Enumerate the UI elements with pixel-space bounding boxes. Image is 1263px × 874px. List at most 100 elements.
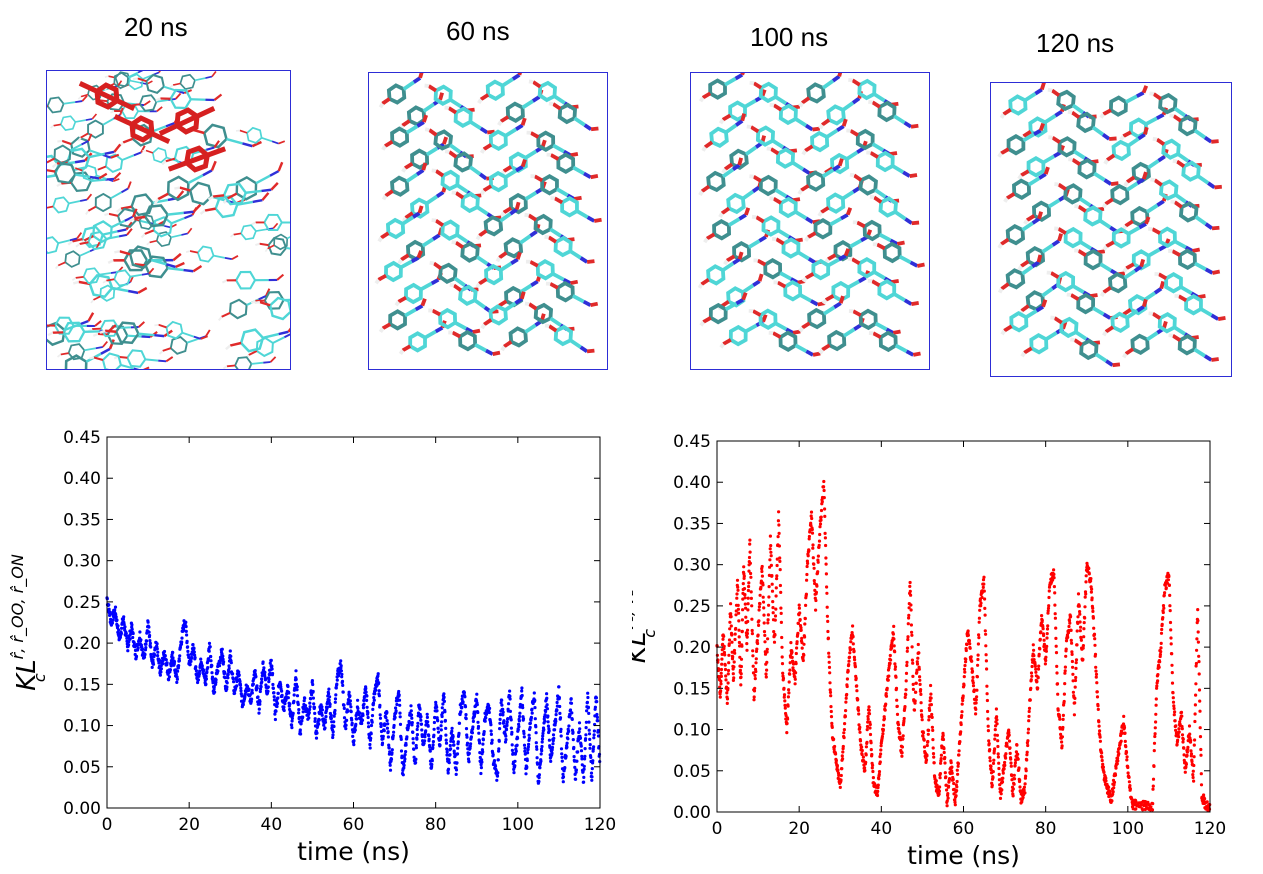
data-point	[777, 544, 781, 548]
data-point	[1074, 658, 1079, 662]
data-point	[807, 549, 811, 553]
data-point	[757, 623, 761, 627]
data-point	[887, 674, 891, 678]
data-point	[593, 705, 598, 709]
data-point	[865, 728, 869, 732]
data-point	[1045, 632, 1049, 636]
data-point	[1171, 696, 1175, 700]
data-point	[337, 674, 341, 678]
data-point	[1078, 610, 1082, 614]
data-point	[822, 488, 826, 493]
data-point	[748, 561, 752, 565]
data-point	[545, 692, 549, 696]
data-point	[398, 703, 402, 707]
data-point	[272, 691, 276, 695]
data-point	[956, 772, 960, 776]
kl-chart-right: 0.000.050.100.150.200.250.300.350.400.45…	[632, 432, 1226, 870]
x-axis-label: time (ns)	[907, 841, 1020, 870]
data-point	[944, 775, 948, 779]
data-point	[323, 720, 328, 724]
data-point	[727, 653, 731, 657]
data-point	[257, 711, 261, 715]
data-point	[768, 547, 772, 551]
data-point	[1034, 667, 1038, 671]
x-tick-label: 20	[178, 815, 200, 835]
data-point	[410, 721, 414, 725]
data-point	[385, 711, 389, 715]
data-point	[1010, 774, 1014, 778]
data-point	[505, 723, 509, 728]
data-point	[537, 773, 542, 777]
data-point	[1187, 724, 1192, 728]
data-point	[172, 660, 177, 664]
data-point	[739, 683, 743, 687]
data-point	[231, 672, 235, 676]
data-point	[903, 705, 907, 709]
data-point	[791, 659, 795, 663]
data-point	[775, 557, 779, 561]
data-point	[824, 543, 828, 548]
data-point	[839, 778, 843, 782]
data-point	[462, 691, 466, 695]
data-point	[148, 639, 152, 643]
data-point	[469, 735, 473, 739]
data-point	[579, 749, 584, 753]
data-point	[432, 720, 436, 725]
data-point	[395, 702, 399, 707]
data-point	[1168, 620, 1173, 625]
data-point	[905, 663, 909, 668]
x-tick-label: 120	[1194, 819, 1226, 839]
data-point	[794, 651, 798, 656]
data-point	[167, 678, 171, 682]
data-point	[927, 718, 931, 722]
data-point	[382, 729, 386, 733]
data-point	[573, 765, 577, 769]
data-point	[762, 613, 766, 617]
data-point	[539, 752, 543, 756]
data-point	[1157, 665, 1161, 669]
data-point	[1098, 729, 1102, 733]
data-point	[957, 749, 961, 753]
data-point	[977, 633, 981, 637]
data-point	[221, 654, 225, 658]
data-point	[461, 700, 465, 704]
x-tick-label: 80	[425, 815, 447, 835]
data-point	[1061, 725, 1065, 730]
data-point	[910, 645, 914, 649]
data-point	[820, 500, 824, 504]
data-point	[1041, 627, 1045, 631]
data-point	[985, 684, 989, 688]
data-point	[908, 580, 912, 585]
data-point	[1159, 646, 1163, 650]
data-point	[361, 713, 365, 717]
data-point	[1151, 784, 1155, 788]
data-point	[751, 671, 756, 675]
data-point	[456, 740, 460, 744]
data-point	[444, 733, 448, 737]
data-point	[432, 733, 436, 737]
data-point	[1071, 679, 1075, 683]
data-point	[1176, 738, 1180, 742]
data-point	[495, 774, 500, 778]
data-point	[995, 733, 999, 737]
data-point	[425, 712, 429, 716]
data-point	[545, 703, 549, 707]
data-point	[369, 723, 374, 728]
data-point	[949, 761, 953, 765]
data-point	[955, 785, 959, 789]
data-point	[220, 647, 224, 651]
data-point	[1007, 739, 1012, 743]
data-point	[827, 651, 831, 655]
data-point	[963, 670, 967, 674]
data-point	[851, 635, 855, 639]
data-point	[1020, 800, 1024, 804]
y-tick-label: 0.05	[63, 758, 101, 778]
data-point	[522, 743, 527, 747]
data-point	[301, 710, 305, 714]
data-point	[1061, 713, 1065, 717]
data-point	[926, 732, 930, 736]
data-point	[920, 718, 924, 722]
data-point	[974, 707, 978, 711]
data-point	[848, 648, 853, 652]
data-point	[582, 775, 586, 779]
